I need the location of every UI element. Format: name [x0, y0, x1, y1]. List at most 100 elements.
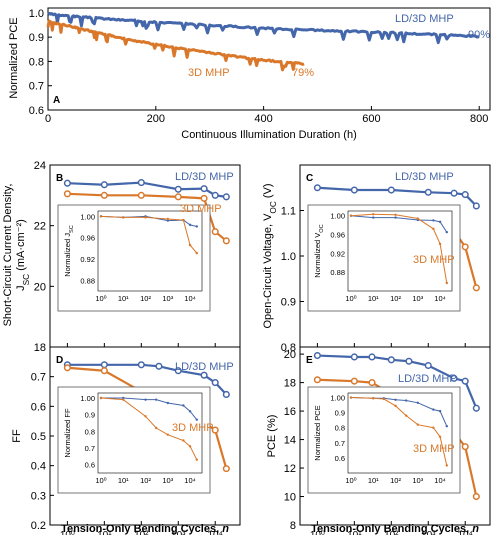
panel-d: 0.2 0.3 0.4 0.5 0.6 0.7 10⁰ 10¹ 10² 10³ 10⁴ D 0.6 0.7… — [31, 346, 241, 535]
inset-point — [144, 398, 147, 401]
x-tick-label: 10³ — [421, 530, 436, 535]
inset-point — [438, 220, 442, 224]
data-point-3d — [100, 191, 108, 199]
y-tick-label: 18 — [284, 378, 296, 390]
y-tick-label: 1.1 — [281, 206, 296, 218]
inset-point — [122, 398, 125, 401]
inset-point — [372, 213, 375, 216]
inset-point — [166, 401, 170, 405]
x-tick-label: 200 — [147, 113, 165, 125]
inset-y-tick-label: 0.92 — [80, 255, 95, 264]
series-label: LD/3D MHP — [395, 171, 454, 183]
inset-point — [122, 396, 125, 400]
data-point-3d — [211, 228, 219, 236]
inset-point — [188, 445, 192, 448]
panel-frame — [299, 346, 491, 526]
inset-y-tick-label: 0.88 — [80, 276, 95, 285]
inset-point — [188, 223, 192, 227]
data-point-ld3d — [137, 361, 145, 369]
y-axis-label-d: FF — [11, 429, 23, 443]
data-point-ld3d — [313, 351, 321, 360]
series-label: 3D MHP — [180, 203, 222, 215]
y-tick-label: 24 — [34, 160, 46, 172]
data-point-3d — [63, 364, 71, 372]
inset-point — [99, 396, 103, 400]
y-tick-label: 0.2 — [31, 520, 46, 532]
panel-letter-a: A — [53, 95, 60, 106]
inset-point — [195, 251, 198, 255]
inset-point — [404, 399, 408, 402]
data-point-ld3d — [461, 191, 469, 199]
inset-point — [445, 230, 448, 234]
series-label: 3D MHP — [172, 422, 214, 434]
inset-point — [99, 215, 103, 218]
y-tick-label: 0.7 — [29, 81, 44, 93]
data-point-3d — [63, 190, 71, 198]
inset-box — [307, 204, 461, 312]
panel-b: 18 20 22 24 B 0.88 0.92 0.96 1.00 10⁰ 10¹ 10² 10³ 10⁴… — [34, 160, 241, 354]
inset-y-axis-label: Normalized JSC — [63, 225, 75, 277]
y-tick-label: 0.6 — [31, 401, 46, 413]
inset-point — [182, 218, 185, 222]
data-point-ld3d — [200, 371, 208, 379]
y-tick-label: 16 — [284, 406, 296, 418]
data-point-ld3d — [155, 362, 163, 370]
inset-box — [57, 204, 211, 312]
inset-point — [182, 439, 185, 442]
y-tick-label: 0.9 — [281, 297, 296, 309]
inset-y-tick-label: 0.6 — [335, 454, 345, 463]
data-point-ld3d — [222, 390, 230, 399]
data-point-3d — [100, 367, 108, 375]
x-tick-label: 10¹ — [97, 530, 112, 535]
inset-point — [438, 409, 442, 413]
data-point-ld3d — [461, 377, 469, 385]
series-label-3d: 3D MHP — [188, 67, 230, 79]
inset-x-tick-label: 10³ — [412, 476, 423, 485]
panel-letter-b: B — [56, 173, 63, 184]
inset-x-tick-label: 10³ — [412, 294, 423, 303]
inset-line-ld3d — [101, 397, 198, 420]
inset-x-tick-label: 10² — [140, 476, 151, 485]
inset-y-tick-label: 1.00 — [80, 212, 95, 221]
inset-x-tick-label: 10³ — [162, 476, 173, 485]
inset-x-tick-label: 10² — [390, 476, 401, 485]
inset-point — [188, 410, 192, 413]
inset-y-tick-label: 0.92 — [330, 249, 345, 258]
inset-point — [122, 216, 125, 219]
y-tick-label: 0.4 — [31, 461, 46, 473]
panel-e: 810121416182010⁰10¹10²10³10⁴E0.60.70.80.… — [284, 346, 491, 535]
data-point-ld3d — [387, 356, 395, 364]
inset-point — [154, 426, 158, 430]
data-point-3d — [211, 426, 219, 434]
inset-x-tick-label: 10¹ — [118, 476, 129, 485]
inset-point — [144, 415, 147, 418]
inset-b: 0.88 0.92 0.96 1.00 10⁰ 10¹ 10² 10³ 10⁴ Normalize… — [57, 204, 211, 312]
x-tick-label: 10⁴ — [458, 530, 473, 535]
inset-point — [404, 414, 408, 417]
y-tick-label: 20 — [284, 349, 296, 361]
end-label-ld3d: 90% — [468, 29, 490, 41]
inset-point — [188, 243, 192, 247]
x-tick-label: 10² — [134, 530, 149, 535]
data-point-3d — [368, 379, 376, 387]
inset-x-tick-label: 10¹ — [368, 294, 379, 303]
inset-y-tick-label: 0.7 — [85, 444, 95, 453]
data-point-ld3d — [211, 191, 219, 199]
data-point-ld3d — [174, 367, 182, 375]
inset-point — [445, 281, 448, 285]
inset-y-tick-label: 0.8 — [85, 427, 95, 436]
inset-point — [432, 219, 435, 222]
y-axis-label-b: JSC (mA·cm⁻²) — [15, 219, 31, 291]
inset-x-tick-label: 10⁴ — [434, 476, 446, 485]
inset-x-tick-label: 10⁰ — [95, 294, 106, 303]
inset-y-axis-label: Normalized PCE — [313, 405, 322, 460]
data-point-ld3d — [450, 374, 458, 382]
inset-point — [382, 397, 386, 401]
data-point-ld3d — [63, 179, 71, 187]
y-axis-label-e: PCE (%) — [266, 415, 278, 458]
inset-x-tick-label: 10⁰ — [95, 476, 106, 485]
x-axis-label-bottom: Tension-Only Bending Cycles, n — [311, 523, 479, 535]
data-point-ld3d — [424, 188, 432, 196]
x-tick-label: 0 — [45, 113, 51, 125]
inset-point — [416, 217, 420, 220]
